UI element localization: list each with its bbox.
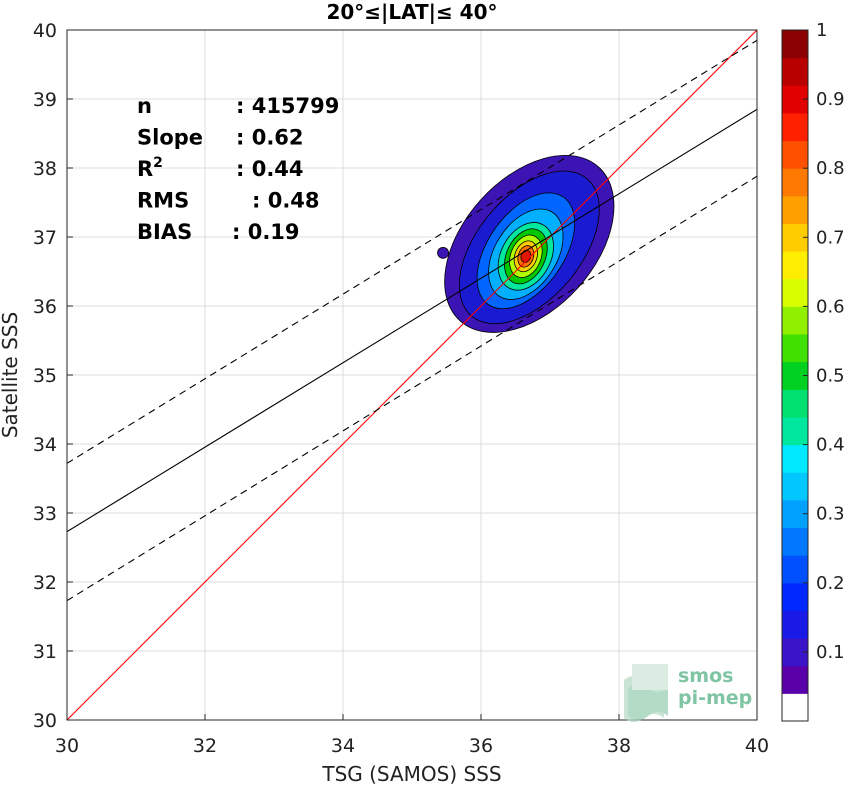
- stat-value: : 0.19: [232, 220, 300, 244]
- logo-line1: smos: [678, 665, 733, 687]
- colorbar-tick-label: 0.5: [816, 366, 845, 387]
- colorbar-band: [782, 610, 808, 639]
- colorbar-tick-label: 0.1: [816, 642, 845, 663]
- colorbar-tick-label: 0.3: [816, 504, 845, 525]
- grid: [66, 29, 758, 721]
- colorbar-tick-label: 1: [816, 20, 827, 41]
- stat-value: : 415799: [236, 94, 339, 118]
- colorbar-band: [782, 334, 808, 363]
- colorbar-tick-label: 0.2: [816, 573, 845, 594]
- line-fit-upper: [67, 39, 757, 464]
- colorbar-band: [782, 665, 808, 694]
- y-axis-label: Satellite SSS: [0, 312, 22, 438]
- line-fit: [67, 108, 757, 533]
- colorbar-band: [782, 444, 808, 473]
- stats-box: n : 415799 Slope : 0.62 R2 : 0.44 RMS : 0.48 BIA…: [137, 94, 339, 244]
- stat-value: : 0.48: [252, 189, 320, 213]
- plot-area: [66, 29, 758, 721]
- logo-waves-icon: [624, 664, 668, 722]
- logo: smos pi-mep: [624, 664, 752, 722]
- y-tick-label: 34: [33, 434, 57, 456]
- colorbar-tick-label: 0.4: [816, 435, 845, 456]
- x-axis-label: TSG (SAMOS) SSS: [321, 762, 501, 786]
- colorbar-band: [782, 278, 808, 307]
- y-tick-label: 36: [33, 296, 57, 318]
- x-tick-label: 40: [745, 735, 769, 757]
- colorbar-band: [782, 306, 808, 335]
- colorbar-band: [782, 582, 808, 611]
- colorbar-band: [782, 168, 808, 197]
- colorbar-band: [782, 555, 808, 584]
- line-one-to-one: [67, 30, 757, 720]
- stat-label: BIAS: [137, 220, 192, 244]
- stat-label: R2: [137, 155, 163, 181]
- y-axis-ticks: 30 31 32 33 34 35 36 37 38 39 40: [33, 20, 73, 732]
- regression-lines: [67, 30, 757, 720]
- colorbar-tick-label: 0.6: [816, 296, 845, 317]
- x-tick-label: 30: [55, 735, 79, 757]
- colorbar-band: [782, 112, 808, 142]
- y-tick-label: 35: [33, 365, 57, 387]
- colorbar-band: [782, 472, 808, 501]
- logo-line2: pi-mep: [678, 687, 752, 709]
- colorbar-band: [782, 416, 808, 446]
- colorbar-band: [782, 527, 808, 556]
- x-tick-label: 36: [469, 735, 493, 757]
- colorbar-bands: [782, 30, 808, 722]
- colorbar-tick-label: 0.7: [816, 227, 845, 248]
- y-tick-label: 33: [33, 503, 57, 525]
- y-tick-label: 40: [33, 20, 57, 42]
- chart-title: 20°≤|LAT|≤ 40°: [326, 0, 497, 24]
- colorbar-tick-label: 0.8: [816, 158, 845, 179]
- colorbar-ticks: 0.1 0.2 0.3 0.4 0.5 0.6 0.7 0.8 0.9 1: [803, 20, 845, 663]
- colorbar: 0.1 0.2 0.3 0.4 0.5 0.6 0.7 0.8 0.9 1: [781, 20, 845, 722]
- y-tick-label: 32: [33, 572, 57, 594]
- contour-outlier: [437, 246, 449, 259]
- colorbar-band: [782, 251, 808, 280]
- stat-label: Slope: [137, 126, 203, 150]
- stat-label: n: [137, 94, 152, 118]
- colorbar-tick-label: 0.9: [816, 89, 845, 110]
- x-axis-ticks: 30 32 34 36 38 40: [55, 714, 769, 757]
- colorbar-band: [782, 389, 808, 418]
- colorbar-band: [782, 57, 808, 86]
- colorbar-band: [782, 693, 808, 722]
- y-tick-label: 30: [33, 710, 57, 732]
- line-fit-lower: [67, 175, 757, 602]
- stat-value: : 0.62: [236, 126, 304, 150]
- y-tick-label: 31: [33, 641, 57, 663]
- y-tick-label: 39: [33, 89, 57, 111]
- y-tick-label: 38: [33, 158, 57, 180]
- colorbar-band: [782, 140, 808, 169]
- x-tick-label: 38: [607, 735, 631, 757]
- y-tick-label: 37: [33, 227, 57, 249]
- colorbar-band: [782, 195, 808, 224]
- colorbar-band: [782, 30, 808, 59]
- stat-label: RMS: [137, 189, 189, 213]
- x-tick-label: 32: [193, 735, 217, 757]
- stat-value: : 0.44: [236, 157, 304, 181]
- x-tick-label: 34: [331, 735, 355, 757]
